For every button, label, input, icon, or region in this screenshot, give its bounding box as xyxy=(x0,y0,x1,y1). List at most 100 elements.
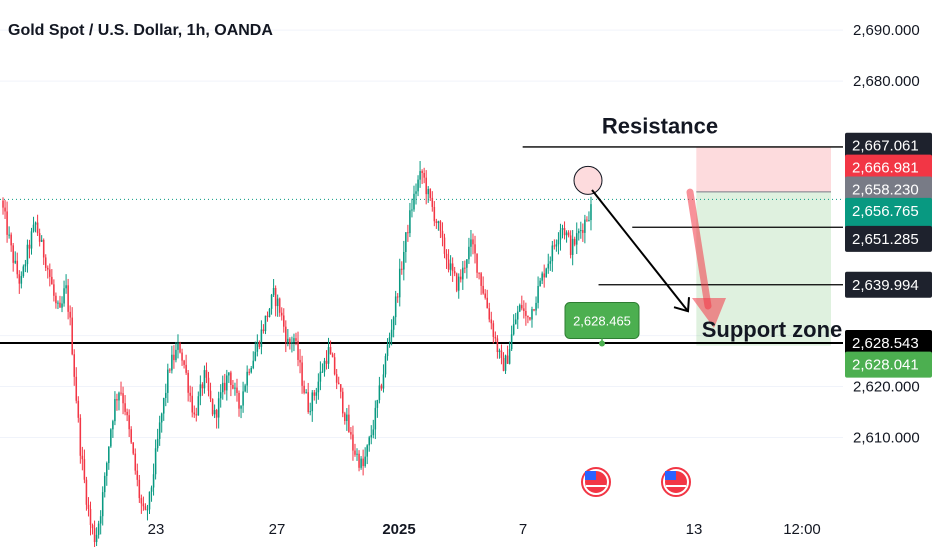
candle-body[interactable] xyxy=(516,311,519,320)
candle-body[interactable] xyxy=(486,297,488,309)
candle-body[interactable] xyxy=(502,357,505,371)
candle-body[interactable] xyxy=(134,453,137,471)
us-flag-event-icon[interactable] xyxy=(581,467,611,497)
candle-body[interactable] xyxy=(169,369,171,371)
candle-body[interactable] xyxy=(578,231,580,234)
candle-body[interactable] xyxy=(384,356,387,375)
candle-body[interactable] xyxy=(65,285,67,289)
candle-body[interactable] xyxy=(232,384,234,389)
candle-body[interactable] xyxy=(167,369,169,393)
candle-body[interactable] xyxy=(415,191,417,194)
candle-body[interactable] xyxy=(551,245,554,262)
candle-body[interactable] xyxy=(569,235,572,255)
candle-body[interactable] xyxy=(185,364,187,373)
candle-body[interactable] xyxy=(443,237,446,254)
candle-body[interactable] xyxy=(246,371,248,386)
candle-body[interactable] xyxy=(12,245,14,263)
candle-body[interactable] xyxy=(97,523,100,535)
candle-body[interactable] xyxy=(327,347,330,364)
candle-body[interactable] xyxy=(14,260,16,263)
candle-body[interactable] xyxy=(366,445,368,457)
candle-body[interactable] xyxy=(329,347,332,355)
candle-body[interactable] xyxy=(411,209,413,211)
candle-body[interactable] xyxy=(584,219,586,233)
candle-body[interactable] xyxy=(278,298,281,313)
candle-body[interactable] xyxy=(55,295,57,304)
candle-body[interactable] xyxy=(130,429,132,443)
candle-body[interactable] xyxy=(197,396,200,416)
candle-body[interactable] xyxy=(51,276,53,285)
candle-body[interactable] xyxy=(258,341,261,347)
candle-body[interactable] xyxy=(561,228,564,231)
candle-body[interactable] xyxy=(376,400,379,408)
candle-body[interactable] xyxy=(177,343,179,350)
candle-body[interactable] xyxy=(466,259,468,268)
candle-body[interactable] xyxy=(350,432,352,435)
candle-body[interactable] xyxy=(295,338,297,341)
candle-body[interactable] xyxy=(559,230,562,240)
candle-body[interactable] xyxy=(87,504,90,509)
candle-body[interactable] xyxy=(199,384,202,397)
candle-body[interactable] xyxy=(553,245,556,247)
candle-body[interactable] xyxy=(317,381,320,393)
candle-body[interactable] xyxy=(47,267,49,270)
candle-body[interactable] xyxy=(256,341,259,352)
candle-body[interactable] xyxy=(297,340,299,360)
candle-body[interactable] xyxy=(521,305,523,309)
candle-body[interactable] xyxy=(504,355,507,371)
candle-body[interactable] xyxy=(270,294,273,309)
candle-body[interactable] xyxy=(413,193,415,210)
candle-body[interactable] xyxy=(195,414,198,416)
candle-body[interactable] xyxy=(360,458,362,468)
candle-body[interactable] xyxy=(394,296,397,318)
candle-body[interactable] xyxy=(565,232,568,236)
candle-body[interactable] xyxy=(226,375,228,391)
candle-body[interactable] xyxy=(250,368,252,373)
candle-body[interactable] xyxy=(368,437,370,446)
candle-body[interactable] xyxy=(325,360,328,364)
candle-body[interactable] xyxy=(537,285,539,303)
candle-body[interactable] xyxy=(431,197,434,207)
candle-body[interactable] xyxy=(344,413,346,422)
candle-body[interactable] xyxy=(103,475,106,493)
candle-body[interactable] xyxy=(268,308,271,317)
candle-body[interactable] xyxy=(211,398,214,415)
candle-body[interactable] xyxy=(112,421,114,430)
candle-body[interactable] xyxy=(356,453,358,455)
candle-body[interactable] xyxy=(460,276,462,280)
candle-body[interactable] xyxy=(165,392,167,398)
candle-body[interactable] xyxy=(2,200,4,208)
candle-body[interactable] xyxy=(571,238,574,255)
candle-body[interactable] xyxy=(79,417,82,456)
candle-body[interactable] xyxy=(254,351,257,361)
candle-body[interactable] xyxy=(423,172,425,178)
candle-body[interactable] xyxy=(59,302,61,308)
candle-body[interactable] xyxy=(77,400,80,418)
candle-body[interactable] xyxy=(108,446,110,464)
candle-body[interactable] xyxy=(93,528,96,543)
candle-body[interactable] xyxy=(331,354,334,358)
candle-body[interactable] xyxy=(8,234,10,236)
candle-body[interactable] xyxy=(378,385,381,401)
candle-body[interactable] xyxy=(567,232,570,236)
candle-body[interactable] xyxy=(433,206,436,222)
candle-body[interactable] xyxy=(484,293,486,298)
candle-body[interactable] xyxy=(291,341,293,344)
candle-body[interactable] xyxy=(512,324,515,335)
candle-body[interactable] xyxy=(339,384,342,392)
candle-body[interactable] xyxy=(392,317,395,330)
candle-body[interactable] xyxy=(63,288,65,304)
candle-body[interactable] xyxy=(18,274,21,284)
candle-body[interactable] xyxy=(187,372,189,393)
candle-body[interactable] xyxy=(32,224,35,232)
candle-body[interactable] xyxy=(28,244,31,249)
candle-body[interactable] xyxy=(342,391,344,414)
take-profit-zone[interactable] xyxy=(696,191,831,346)
candle-body[interactable] xyxy=(26,244,29,265)
candle-body[interactable] xyxy=(496,338,499,353)
candle-body[interactable] xyxy=(16,260,19,275)
candle-body[interactable] xyxy=(287,338,289,343)
candle-body[interactable] xyxy=(67,285,69,312)
candle-body[interactable] xyxy=(75,376,78,401)
candle-body[interactable] xyxy=(4,207,6,212)
